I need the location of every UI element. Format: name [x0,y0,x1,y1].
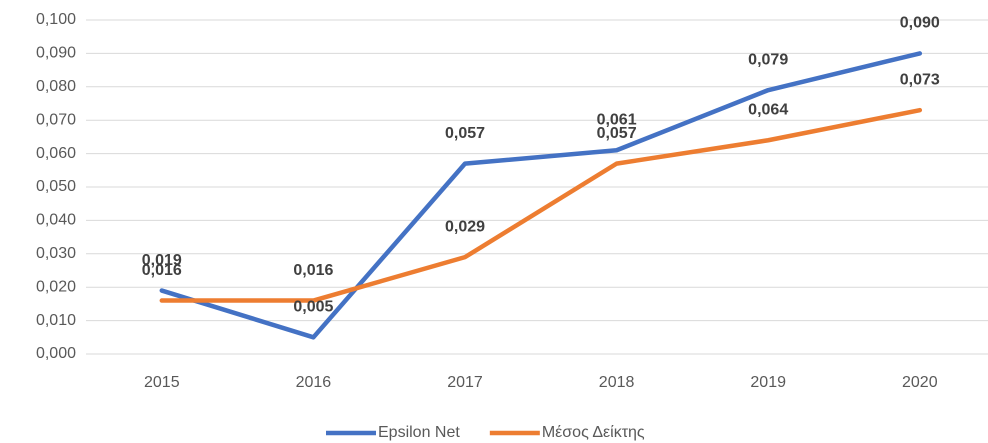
y-tick-label: 0,010 [36,312,76,329]
y-tick-label: 0,000 [36,345,76,362]
data-label: 0,090 [900,15,940,32]
data-label: 0,064 [748,101,788,118]
legend-label: Epsilon Net [378,424,460,441]
data-label: 0,016 [142,262,182,279]
data-label: 0,073 [900,71,940,88]
x-tick-label: 2015 [144,374,180,391]
x-tick-label: 2018 [599,374,635,391]
y-tick-label: 0,090 [36,45,76,62]
y-tick-label: 0,070 [36,111,76,128]
y-tick-label: 0,050 [36,178,76,195]
legend-label: Μέσος Δείκτης [542,424,645,441]
data-label: 0,057 [597,125,637,142]
data-label: 0,005 [293,299,333,316]
y-tick-label: 0,030 [36,245,76,262]
y-tick-label: 0,060 [36,145,76,162]
data-label: 0,016 [293,262,333,279]
x-tick-label: 2020 [902,374,938,391]
series-line [159,107,923,303]
x-tick-label: 2017 [447,374,483,391]
data-label: 0,019 [142,252,182,269]
data-label: 0,061 [597,111,637,128]
x-tick-label: 2016 [296,374,332,391]
x-tick-label: 2019 [750,374,786,391]
y-tick-label: 0,100 [36,11,76,28]
y-tick-label: 0,080 [36,78,76,95]
series-line [159,51,923,340]
data-label: 0,079 [748,51,788,68]
y-tick-label: 0,040 [36,212,76,229]
y-tick-label: 0,020 [36,278,76,295]
data-label: 0,057 [445,125,485,142]
data-label: 0,029 [445,218,485,235]
